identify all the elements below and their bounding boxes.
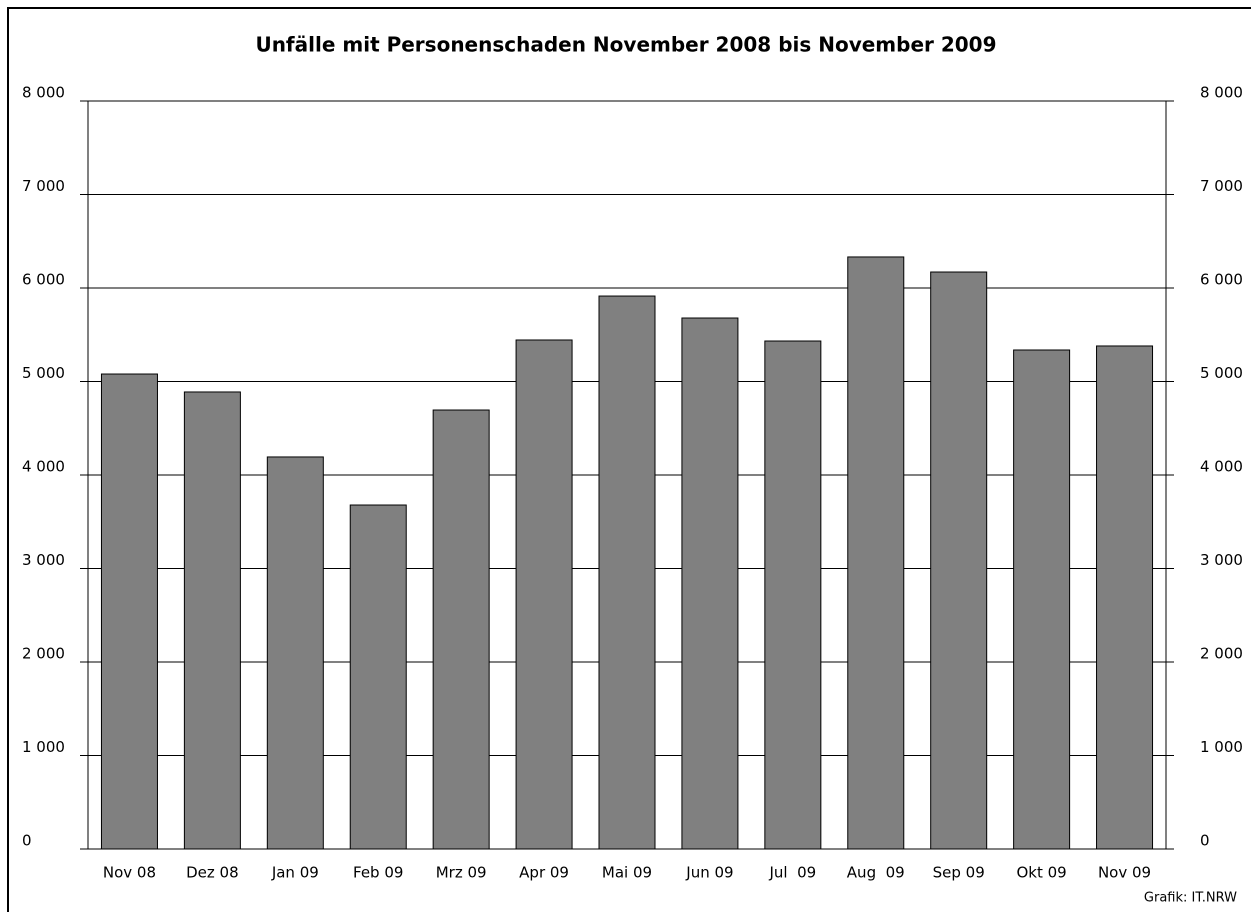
bar: [183, 391, 241, 850]
y-tick-label: 2 000: [22, 645, 65, 663]
bar: [1096, 345, 1154, 850]
y-tick-label: 1 000: [22, 738, 65, 756]
x-tick-label: Mai 09: [602, 864, 652, 882]
y2-tick-label: 4 000: [1200, 458, 1243, 476]
bar: [764, 340, 822, 850]
y-tick-label: 6 000: [22, 271, 65, 289]
y2-tick-label: 1 000: [1200, 738, 1243, 756]
y2-tick-label: 0: [1200, 832, 1210, 850]
y-tick-label: 8 000: [22, 84, 65, 102]
y2-tick-label: 7 000: [1200, 177, 1243, 195]
x-tick-label: Feb 09: [353, 864, 403, 882]
y2-tick-label: 5 000: [1200, 364, 1243, 382]
frame: [7, 7, 1251, 912]
x-tick-label: Nov 09: [1098, 864, 1151, 882]
y-tick-label: 0: [22, 832, 32, 850]
bar: [266, 456, 324, 850]
y-tick-label: 5 000: [22, 364, 65, 382]
bar: [515, 339, 573, 850]
y-tick-label: 3 000: [22, 551, 65, 569]
bar: [930, 271, 988, 850]
y2-tick-label: 8 000: [1200, 84, 1243, 102]
bar: [847, 256, 905, 850]
x-tick-label: Dez 08: [186, 864, 239, 882]
x-tick-label: Jul 09: [768, 864, 816, 882]
bar: [432, 409, 490, 850]
x-tick-label: Apr 09: [519, 864, 569, 882]
x-tick-label: Jun 09: [685, 864, 733, 882]
x-tick-label: Jan 09: [271, 864, 319, 882]
x-tick-label: Okt 09: [1016, 864, 1066, 882]
bar: [598, 295, 656, 850]
bar: [681, 317, 739, 850]
chart-title: Unfälle mit Personenschaden November 200…: [255, 33, 996, 57]
source: Grafik: IT.NRW: [1144, 891, 1237, 906]
y2-tick-label: 3 000: [1200, 551, 1243, 569]
x-tick-label: Mrz 09: [436, 864, 487, 882]
y2-tick-label: 6 000: [1200, 271, 1243, 289]
y-tick-label: 7 000: [22, 177, 65, 195]
bar: [1013, 349, 1071, 850]
bar: [100, 373, 158, 850]
x-tick-label: Aug 09: [847, 864, 905, 882]
bar: [349, 504, 407, 850]
x-tick-label: Nov 08: [103, 864, 156, 882]
y-tick-label: 4 000: [22, 458, 65, 476]
y2-tick-label: 2 000: [1200, 645, 1243, 663]
x-tick-label: Sep 09: [933, 864, 985, 882]
